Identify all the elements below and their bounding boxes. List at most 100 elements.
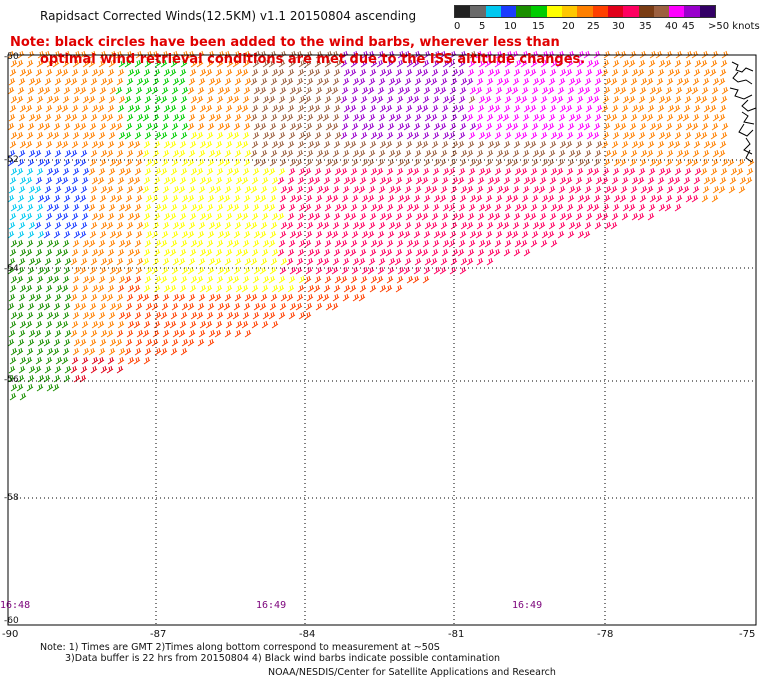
wind-barb <box>558 77 566 86</box>
wind-barb <box>44 113 52 122</box>
wind-barb <box>269 122 277 131</box>
wind-barb <box>368 113 376 122</box>
wind-barb <box>540 59 548 68</box>
wind-barb <box>25 176 33 185</box>
wind-barb <box>514 203 522 212</box>
wind-barb <box>251 68 259 77</box>
wind-barb <box>145 122 153 131</box>
wind-barb <box>133 140 141 149</box>
wind-barb <box>477 140 485 149</box>
wind-barb <box>307 284 315 293</box>
wind-barb <box>746 167 754 176</box>
wind-barb <box>449 230 457 239</box>
map-title: Rapidsact Corrected Winds(12.5KM) v1.1 2… <box>40 9 417 23</box>
wind-barb <box>171 302 179 311</box>
wind-barb <box>208 329 216 338</box>
wind-barb <box>36 203 44 212</box>
wind-barb <box>676 185 684 194</box>
wind-barb <box>251 248 259 257</box>
wind-barb <box>225 320 233 329</box>
wind-barb <box>440 113 448 122</box>
wind-barb <box>270 77 278 86</box>
wind-barb <box>154 311 162 320</box>
wind-barb <box>421 140 429 149</box>
wind-barb <box>388 149 396 158</box>
wind-barb <box>73 194 81 203</box>
wind-barb <box>196 311 204 320</box>
wind-barb <box>252 59 260 68</box>
wind-barb <box>44 329 52 338</box>
wind-barb <box>188 257 196 266</box>
wind-barb <box>540 131 548 140</box>
wind-barb <box>81 140 89 149</box>
wind-barb <box>180 239 188 248</box>
wind-barb <box>171 122 179 131</box>
wind-barb <box>539 140 547 149</box>
wind-barb <box>612 131 620 140</box>
wind-barb <box>287 140 295 149</box>
wind-barb <box>611 140 619 149</box>
wind-barb <box>514 95 522 104</box>
wind-barb <box>666 185 674 194</box>
wind-barb <box>260 257 268 266</box>
wind-barb <box>116 221 124 230</box>
wind-barb <box>143 68 151 77</box>
wind-barb <box>440 149 448 158</box>
wind-barb <box>511 194 519 203</box>
wind-barb <box>160 275 168 284</box>
wind-barb <box>676 113 684 122</box>
wind-barb <box>486 113 494 122</box>
wind-barb <box>397 122 405 131</box>
wind-barb <box>719 140 727 149</box>
wind-barb <box>522 113 530 122</box>
wind-barb <box>540 239 548 248</box>
wind-barb <box>55 320 63 329</box>
wind-barb <box>289 194 297 203</box>
wind-barb <box>261 68 269 77</box>
wind-barb <box>253 302 261 311</box>
wind-barb <box>242 239 250 248</box>
wind-barb <box>287 248 295 257</box>
wind-barb <box>288 95 296 104</box>
wind-barb <box>223 194 231 203</box>
wind-barb <box>10 311 18 320</box>
wind-barb <box>603 194 611 203</box>
wind-barb <box>397 266 405 275</box>
wind-barb <box>28 293 36 302</box>
wind-barb <box>637 176 645 185</box>
wind-barb <box>223 302 231 311</box>
wind-barb <box>44 365 52 374</box>
wind-barb <box>215 140 223 149</box>
wind-barb <box>529 212 537 221</box>
wind-barb <box>664 167 672 176</box>
wind-barb <box>127 320 135 329</box>
wind-barb <box>350 275 358 284</box>
wind-barb <box>585 140 593 149</box>
wind-barb <box>530 239 538 248</box>
wind-barb <box>387 194 395 203</box>
wind-barb <box>189 140 197 149</box>
wind-barb <box>241 320 249 329</box>
wind-barb <box>631 140 639 149</box>
wind-barb <box>395 284 403 293</box>
wind-barb <box>358 149 366 158</box>
wind-barb <box>485 230 493 239</box>
wind-barb <box>144 131 152 140</box>
wind-barb <box>360 203 368 212</box>
wind-barb <box>325 302 333 311</box>
wind-barb <box>235 248 243 257</box>
wind-barb <box>234 257 242 266</box>
wind-barb <box>19 356 27 365</box>
wind-barb <box>268 95 276 104</box>
wind-barb <box>575 104 583 113</box>
wind-barb <box>314 203 322 212</box>
wind-barb <box>442 203 450 212</box>
wind-barb <box>170 95 178 104</box>
wind-barb <box>187 338 195 347</box>
wind-barb <box>106 329 114 338</box>
wind-barb <box>161 158 169 167</box>
wind-barb <box>592 203 600 212</box>
wind-barb <box>170 59 178 68</box>
wind-barb <box>325 86 333 95</box>
wind-barb <box>160 203 168 212</box>
